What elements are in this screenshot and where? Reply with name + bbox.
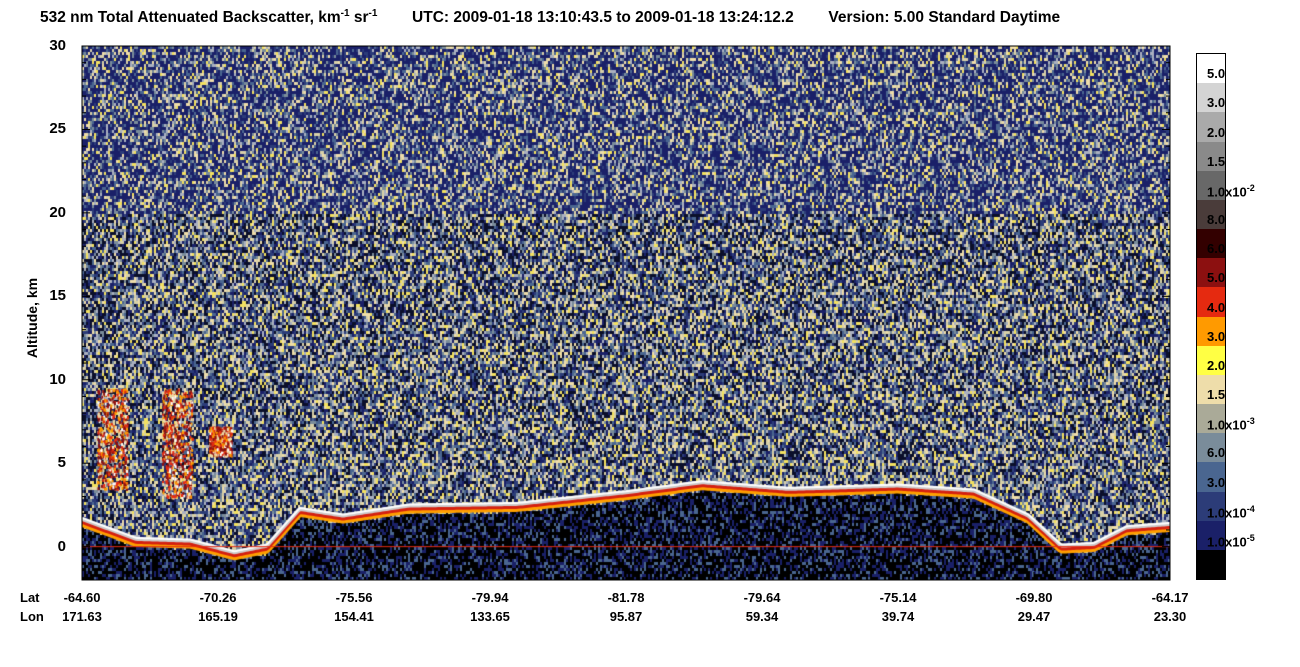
lat-tick-label: -64.17 — [1151, 590, 1189, 605]
lat-tick-label: -79.94 — [471, 590, 509, 605]
colorbar — [1196, 53, 1226, 580]
lat-tick-label: -69.80 — [1015, 590, 1053, 605]
colorbar-swatch — [1197, 54, 1225, 84]
colorbar-swatch — [1197, 549, 1225, 580]
colorbar-label: 2.0 — [1207, 357, 1226, 373]
colorbar-label: 4.0 — [1207, 299, 1226, 315]
colorbar-swatch — [1197, 170, 1225, 201]
lat-tick-label: -79.64 — [743, 590, 781, 605]
colorbar-label: 2.0 — [1207, 124, 1226, 140]
lon-tick-label: 59.34 — [745, 609, 779, 624]
colorbar-swatch — [1197, 287, 1225, 317]
colorbar-swatch — [1197, 462, 1225, 492]
colorbar-swatch — [1197, 345, 1225, 376]
y-tick-label: 20 — [49, 203, 66, 221]
lon-tick-label: 165.19 — [198, 609, 238, 624]
y-tick-label: 10 — [49, 370, 66, 388]
title-version: Version: 5.00 Standard Daytime — [828, 9, 1061, 27]
lat-header: Lat — [20, 590, 40, 605]
colorbar-swatch — [1197, 229, 1225, 259]
y-tick-label: 25 — [49, 120, 66, 138]
lon-tick-label: 39.74 — [881, 609, 915, 624]
title-prefix: 532 nm Total Attenuated Backscatter, km — [40, 9, 341, 27]
colorbar-label: 3.0 — [1207, 474, 1226, 490]
lon-tick-label: 23.30 — [1153, 609, 1187, 624]
colorbar-label: 5.0 — [1207, 66, 1226, 82]
y-tick-label: 30 — [49, 37, 66, 54]
colorbar-label: 1.0x10-3 — [1207, 416, 1255, 433]
y-axis-label: Altitude, km — [24, 277, 40, 359]
lon-tick-label: 154.41 — [334, 609, 374, 624]
title-sr: sr — [349, 9, 369, 27]
colorbar-label: 5.0 — [1207, 270, 1226, 286]
lat-tick-label: -75.56 — [335, 590, 373, 605]
colorbar-label: 6.0 — [1207, 241, 1226, 257]
colorbar-label: 3.0 — [1207, 328, 1226, 344]
y-tick-label: 0 — [57, 537, 66, 555]
lon-tick-label: 95.87 — [609, 609, 643, 624]
colorbar-swatch — [1197, 141, 1225, 172]
colorbar-label: 3.0 — [1207, 95, 1226, 111]
colorbar-swatch — [1197, 199, 1225, 230]
colorbar-swatch — [1197, 374, 1225, 405]
backscatter-heatmap — [82, 46, 1170, 580]
colorbar-label: 1.5 — [1207, 387, 1226, 402]
y-tick-label: 15 — [49, 287, 66, 305]
colorbar-label: 1.0x10-2 — [1207, 182, 1255, 200]
lon-tick-label: 29.47 — [1017, 609, 1051, 624]
title-exp2: -1 — [368, 8, 378, 19]
colorbar-swatch — [1197, 433, 1225, 463]
chart-title: 532 nm Total Attenuated Backscatter, km-… — [40, 8, 1060, 27]
colorbar-swatch — [1197, 520, 1225, 551]
y-tick-label: 5 — [57, 454, 66, 472]
colorbar-label: 8.0 — [1207, 212, 1226, 227]
colorbar-swatch — [1197, 83, 1225, 113]
colorbar-label: 1.0x10-4 — [1207, 503, 1255, 520]
colorbar-label: 1.0x10-5 — [1207, 532, 1255, 550]
colorbar-swatch — [1197, 404, 1225, 434]
lon-header: Lon — [20, 609, 44, 624]
colorbar-label: 6.0 — [1207, 445, 1226, 461]
colorbar-swatch — [1197, 491, 1225, 522]
lat-tick-label: -75.14 — [879, 590, 917, 605]
title-exp1: -1 — [340, 8, 350, 19]
lon-tick-label: 171.63 — [62, 609, 102, 624]
colorbar-swatch — [1197, 258, 1225, 288]
lon-tick-label: 133.65 — [470, 609, 510, 624]
lat-tick-label: -64.60 — [63, 590, 101, 605]
colorbar-swatch — [1197, 316, 1225, 347]
title-utc: UTC: 2009-01-18 13:10:43.5 to 2009-01-18… — [412, 9, 794, 27]
lat-tick-label: -70.26 — [199, 590, 237, 605]
lat-tick-label: -81.78 — [607, 590, 645, 605]
colorbar-swatch — [1197, 112, 1225, 142]
colorbar-label: 1.5 — [1207, 153, 1226, 169]
